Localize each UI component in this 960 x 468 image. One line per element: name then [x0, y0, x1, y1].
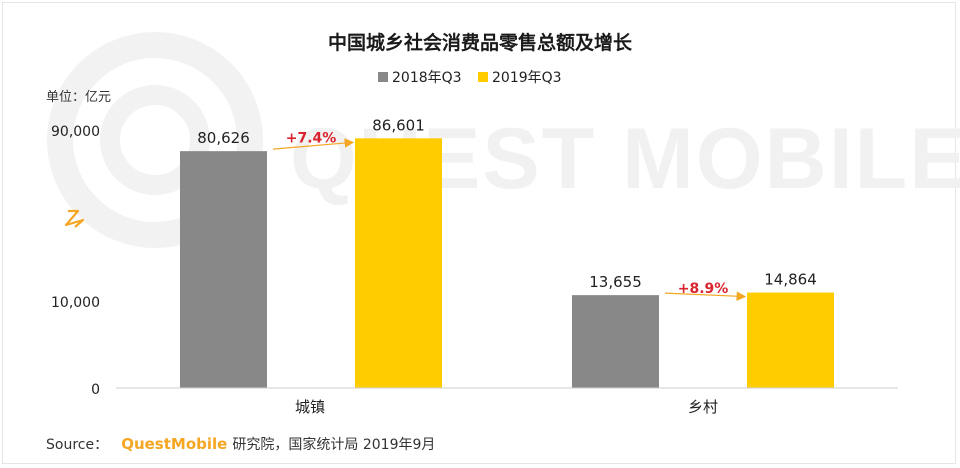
- source-prefix: Source：: [46, 437, 108, 453]
- watermark-logo-icon: [47, 32, 263, 248]
- data-label-0-1: 86,601: [372, 116, 425, 134]
- data-label-1-1: 14,864: [764, 271, 817, 289]
- legend-label-2019: 2019年Q3: [492, 70, 562, 86]
- legend-label-2018: 2018年Q3: [392, 70, 462, 86]
- source-line: Source： QuestMobile 研究院，国家统计局 2019年9月: [46, 434, 435, 453]
- bar-1-1: [747, 292, 834, 388]
- growth-label-1: +8.9%: [678, 281, 729, 297]
- data-label-1-0: 13,655: [589, 273, 642, 291]
- bar-0-0: [180, 151, 267, 388]
- growth-label-0: +7.4%: [286, 130, 337, 146]
- category-label-urban: 城镇: [295, 398, 325, 416]
- legend-swatch-2018: [378, 72, 388, 82]
- source-brand: QuestMobile: [121, 435, 227, 453]
- growth-arrow-0: [272, 138, 355, 150]
- y-tick-10000: 10,000: [51, 295, 100, 311]
- legend: 2018年Q3 2019年Q3: [378, 70, 562, 86]
- bars-group: 80,626 86,601 +7.4% 13,655 14,864 +8.9%: [180, 116, 834, 388]
- category-label-rural: 乡村: [688, 398, 718, 416]
- bar-1-0: [572, 295, 659, 388]
- axis-break-icon: [64, 209, 85, 228]
- y-tick-0: 0: [91, 382, 100, 398]
- legend-swatch-2019: [478, 72, 488, 82]
- growth-arrow-1: [664, 291, 747, 301]
- y-tick-90000: 90,000: [51, 124, 100, 140]
- data-label-0-0: 80,626: [197, 129, 250, 147]
- unit-label: 单位：亿元: [46, 90, 111, 105]
- chart-title: 中国城乡社会消费品零售总额及增长: [328, 31, 633, 54]
- source-suffix: 研究院，国家统计局 2019年9月: [232, 436, 435, 453]
- bar-0-1: [355, 138, 442, 388]
